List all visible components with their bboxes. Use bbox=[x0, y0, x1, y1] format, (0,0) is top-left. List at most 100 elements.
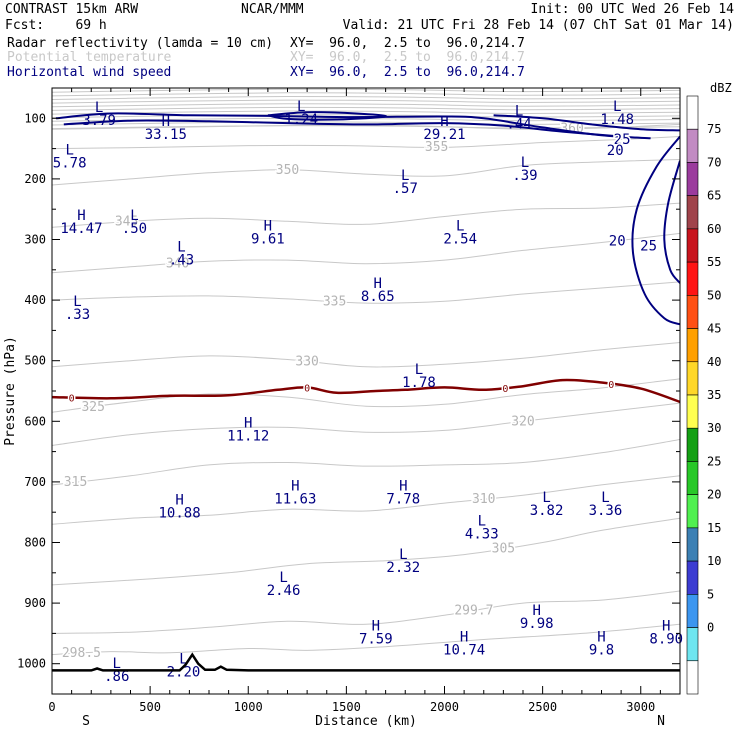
theta-contour-label: 330 bbox=[295, 354, 318, 369]
x-axis-label: Distance (km) bbox=[315, 714, 417, 729]
colorbar-label: 45 bbox=[707, 322, 721, 336]
extremum-marker: H bbox=[662, 618, 670, 634]
y-tick-label: 800 bbox=[24, 536, 46, 550]
extremum-marker: H bbox=[175, 492, 183, 508]
colorbar-swatch bbox=[686, 594, 699, 628]
theta-contour-line bbox=[52, 342, 680, 368]
colorbar-label: 55 bbox=[707, 255, 721, 269]
theta-contour-upper bbox=[52, 114, 680, 119]
reflectivity-zero-label: 0 bbox=[502, 384, 508, 395]
theta-contour-line bbox=[52, 439, 680, 486]
colorbar-label: 65 bbox=[707, 189, 721, 203]
extremum-value: 9.98 bbox=[520, 616, 554, 632]
extremum-value: 7.78 bbox=[386, 491, 420, 507]
colorbar-swatch bbox=[686, 527, 699, 562]
extremum-marker: H bbox=[77, 208, 85, 224]
extremum-value: 1.48 bbox=[600, 112, 634, 128]
colorbar-label: 10 bbox=[707, 554, 721, 568]
extremum-marker: H bbox=[399, 478, 407, 494]
theta-contour-line bbox=[52, 136, 680, 150]
wind-contour-line bbox=[267, 111, 387, 121]
organization-label: NCAR/MMM bbox=[241, 2, 304, 17]
extremum-value: .44 bbox=[506, 116, 531, 132]
wind-contour-label: 25 bbox=[614, 132, 631, 148]
y-tick-label: 400 bbox=[24, 293, 46, 307]
extremum-marker: L bbox=[456, 218, 464, 234]
init-time: Init: 00 UTC Wed 26 Feb 14 bbox=[530, 2, 735, 17]
field-xy-wind: XY= 96.0, 2.5 to 96.0,214.7 bbox=[290, 65, 525, 80]
extremum-value: 2.54 bbox=[443, 231, 477, 247]
colorbar-label: 15 bbox=[707, 521, 721, 535]
theta-contour-label: 315 bbox=[64, 475, 87, 490]
reflectivity-zero-line bbox=[52, 378, 680, 404]
extremum-value: 3.79 bbox=[82, 113, 116, 129]
extremum-marker: H bbox=[162, 114, 170, 130]
colorbar-swatch bbox=[686, 660, 699, 695]
direction-label-south: S bbox=[82, 714, 90, 729]
extremum-value: 11.12 bbox=[227, 428, 269, 444]
extremum-marker: L bbox=[515, 103, 523, 119]
theta-contour-label: 350 bbox=[276, 163, 299, 178]
field-xy-reflectivity: XY= 96.0, 2.5 to 96.0,214.7 bbox=[290, 36, 525, 51]
extremum-value: 5.78 bbox=[53, 156, 87, 172]
extremum-value: .43 bbox=[169, 253, 194, 269]
extremum-marker: H bbox=[460, 629, 468, 645]
extremum-value: 3.82 bbox=[530, 503, 564, 519]
colorbar-unit: dBZ bbox=[710, 81, 732, 95]
extremum-value: 14.47 bbox=[60, 221, 102, 237]
extremum-marker: L bbox=[478, 514, 486, 530]
colorbar-label: 60 bbox=[707, 222, 721, 236]
theta-contour-label: 325 bbox=[81, 400, 104, 415]
colorbar-swatch bbox=[686, 228, 699, 263]
theta-contour-upper bbox=[52, 88, 680, 93]
colorbar-swatch bbox=[686, 361, 699, 396]
theta-contour-label: 299.7 bbox=[454, 604, 493, 619]
extremum-marker: L bbox=[521, 155, 529, 171]
extremum-value: 9.8 bbox=[589, 642, 614, 658]
extremum-value: 1.24 bbox=[284, 112, 318, 128]
colorbar-label: 35 bbox=[707, 388, 721, 402]
extremum-value: 7.59 bbox=[359, 631, 393, 647]
colorbar-swatch bbox=[686, 261, 699, 296]
wind-contour-label: 20 bbox=[607, 143, 624, 159]
extremum-value: 11.63 bbox=[274, 491, 316, 507]
colorbar-swatch bbox=[686, 560, 699, 595]
extremum-marker: L bbox=[399, 547, 407, 563]
colorbar-label: 0 bbox=[707, 621, 714, 635]
theta-contour-label: 335 bbox=[323, 294, 346, 309]
extremum-marker: L bbox=[415, 362, 423, 378]
theta-contour-line bbox=[52, 123, 680, 130]
wind-contour-line bbox=[663, 160, 680, 284]
theta-contour-upper bbox=[52, 110, 680, 115]
colorbar-label: 20 bbox=[707, 488, 721, 502]
extremum-marker: H bbox=[440, 114, 448, 130]
theta-contour-label: 355 bbox=[425, 140, 448, 155]
theta-contour-upper bbox=[52, 92, 680, 97]
y-tick-label: 500 bbox=[24, 354, 46, 368]
extremum-value: 29.21 bbox=[423, 127, 465, 143]
extremum-value: .50 bbox=[122, 221, 147, 237]
wind-contour-line bbox=[493, 114, 680, 132]
colorbar-swatch bbox=[686, 394, 699, 429]
colorbar-swatch bbox=[686, 494, 699, 529]
y-tick-label: 600 bbox=[24, 414, 46, 428]
theta-contour-line bbox=[52, 517, 680, 586]
extremum-value: .39 bbox=[512, 168, 537, 184]
reflectivity-zero-label: 0 bbox=[69, 393, 75, 404]
extremum-marker: L bbox=[297, 99, 305, 115]
theta-contour-label: 340 bbox=[166, 256, 189, 271]
extremum-value: 9.61 bbox=[251, 231, 285, 247]
extremum-marker: H bbox=[372, 618, 380, 634]
extremum-value: 2.20 bbox=[167, 665, 201, 681]
theta-contour-upper bbox=[52, 99, 680, 104]
colorbar-label: 40 bbox=[707, 355, 721, 369]
theta-contour-line bbox=[52, 202, 680, 228]
extremum-value: 10.74 bbox=[443, 642, 485, 658]
extremum-marker: L bbox=[113, 656, 121, 672]
extremum-marker: L bbox=[130, 208, 138, 224]
field-name-reflectivity: Radar reflectivity (lamda = 10 cm) bbox=[7, 36, 274, 51]
reflectivity-zero-label: 0 bbox=[304, 383, 310, 394]
theta-contour-line bbox=[52, 159, 680, 186]
x-tick-label: 2500 bbox=[528, 700, 557, 714]
